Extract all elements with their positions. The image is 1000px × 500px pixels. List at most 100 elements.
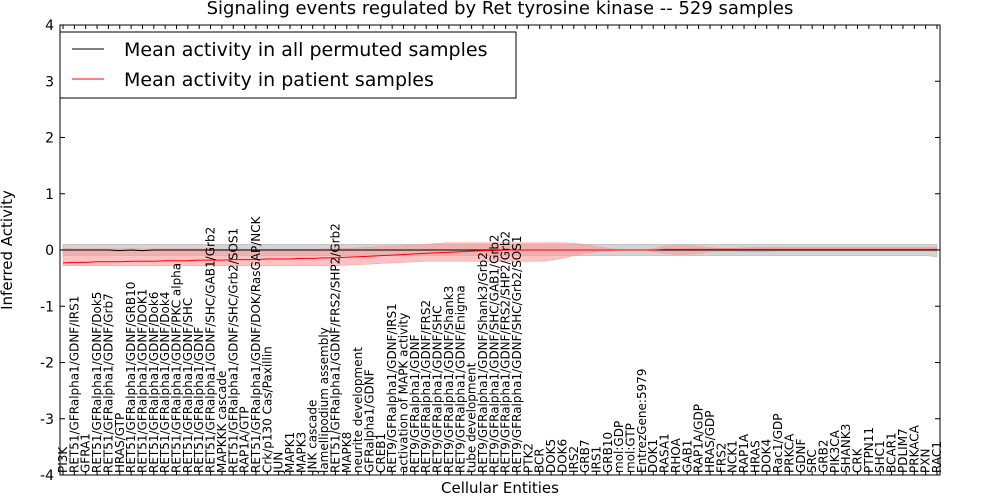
x-tick-label: RET51/GFRalpha1/GDNF/SHC/GAB1/Grb2 (204, 227, 218, 473)
x-tick-label: RET9/GFRalpha1/GDNF/SHC/GAB1/Grb2 (487, 234, 501, 473)
x-tick-label: FRS2 (714, 443, 728, 474)
y-tick-label: 4 (45, 18, 54, 34)
x-tick-label: RET51/GFRalpha1/GDNF/FRS2/SHP2/Grb2 (328, 223, 342, 473)
legend-label-patient: Mean activity in patient samples (124, 69, 434, 91)
y-tick-label: -3 (40, 412, 54, 428)
x-tick-label: SHC1 (873, 440, 887, 473)
y-tick-label: -2 (40, 356, 54, 372)
chart-title: Signaling events regulated by Ret tyrosi… (207, 0, 794, 19)
x-tick-label: GRB7 (578, 439, 592, 473)
x-tick-label: RET9/GFRalpha1/GDNF/Shank3/Grb2 (476, 252, 490, 473)
x-tick-label: SRC (805, 449, 819, 473)
x-tick-label: Rac1/GDP (771, 414, 785, 473)
x-tick-label: RET9/GFRalpha1/GDNF/Enigma (453, 285, 467, 473)
x-tick-label: PXN (919, 449, 933, 473)
x-tick-label: DOK5 (544, 439, 558, 473)
series-line-patient (62, 248, 937, 264)
x-tick-label: PRKACA (907, 424, 921, 473)
x-tick-label: RET51/GFRalpha1/GDNF/IRS1 (67, 296, 81, 473)
x-tick-label: BCAR1 (885, 432, 899, 473)
x-tick-label: activation of MAPK activity (397, 313, 411, 473)
x-tick-label: RASA1 (658, 433, 672, 473)
x-tick-label: RAP1A (737, 433, 751, 473)
legend: Mean activity in all permuted samples Me… (59, 31, 517, 99)
x-tick-label: RET51/GFRalpha1/GDNF/DOK1 (135, 289, 149, 473)
x-tick-label: DOK4 (760, 439, 774, 473)
x-tick-label: RHOA (669, 437, 683, 473)
x-tick-label: PTPN11 (862, 427, 876, 473)
x-tick-label: RET51/GFRalpha1/GDNF (192, 327, 206, 473)
x-tick-label: mol:GTP (624, 423, 638, 473)
y-tick-label: 1 (45, 187, 54, 203)
x-axis: PI3KRET51/GFRalpha1/GDNF/IRS1GFRA1RET51/… (56, 25, 944, 475)
x-tick-label: RET51/GFRalpha1/GDNF/PKC alpha (170, 263, 184, 473)
y-tick-label: -1 (40, 299, 54, 315)
x-tick-label: RET51/GFRalpha1/GDNF/Dok6 (147, 292, 161, 473)
y-tick-label: 3 (45, 74, 54, 90)
y-tick-label: 2 (45, 131, 54, 147)
x-tick-label: RET51/GFRalpha1/GDNF/DOK/RasGAP/NCK (249, 215, 263, 473)
x-axis-label: Cellular Entities (441, 479, 559, 497)
x-tick-label: CRK (851, 447, 865, 473)
legend-box (59, 31, 517, 99)
band-patient (62, 242, 938, 267)
x-tick-label: CREB1 (374, 433, 388, 473)
y-tick-label: -4 (40, 468, 54, 484)
x-tick-label: GFRalpha1/GDNF (362, 369, 376, 473)
x-tick-label: IRS2 (567, 446, 581, 473)
x-tick-label: RET9/GFRalpha1/GDNF/SHC (431, 305, 445, 473)
x-tick-label: MAPK1 (283, 432, 297, 473)
x-tick-label: Crk/p130 Cas/Paxillin (260, 346, 274, 473)
x-tick-label: RET9/GFRalpha1/GDNF (408, 334, 422, 473)
x-tick-label: GRB10 (601, 432, 615, 473)
x-tick-label: RET51/GFRalpha1/GDNF/SHC/Grb2/SOS1 (226, 228, 240, 473)
x-tick-label: PI3K (56, 446, 70, 473)
x-tick-label: IRS1 (589, 446, 603, 473)
x-tick-label: neurite development (351, 347, 365, 473)
x-tick-label: PIK3CA (828, 429, 842, 473)
x-tick-label: RET51/GFRalpha1/GDNF/SHC (181, 298, 195, 473)
x-tick-label: GDNF (794, 438, 808, 473)
x-tick-label: JNK cascade (306, 400, 320, 474)
x-tick-label: PTK2 (521, 443, 535, 473)
x-tick-label: HRAS/GTP (113, 413, 127, 473)
x-tick-label: RET9/GFRalpha1/GDNF/SHC/Grb2/SOS1 (510, 235, 524, 473)
x-tick-label: DOK6 (555, 439, 569, 473)
x-tick-label: RET51/GFRalpha1/GDNF/GRB10 (124, 282, 138, 473)
legend-label-permuted: Mean activity in all permuted samples (124, 39, 487, 61)
x-tick-label: DOK1 (646, 439, 660, 473)
x-tick-label: tube development (465, 362, 479, 473)
x-tick-label: MAPK8 (340, 432, 354, 473)
x-tick-label: MAPK3 (294, 432, 308, 473)
x-tick-label: NCK1 (726, 440, 740, 473)
x-tick-label: GRB2 (816, 439, 830, 473)
x-tick-label: RET9/GFRalpha1/GDNF/FRS2 (419, 300, 433, 473)
x-tick-label: RET51/GFRalpha1/GDNF/Dok4 (158, 292, 172, 473)
x-tick-label: RET51/GFRalpha1/GDNF/Dok5 (90, 292, 104, 473)
x-tick-label: GAB1 (680, 440, 694, 473)
x-tick-label: RET9/GFRalpha1/GDNF/IRS1 (385, 303, 399, 473)
x-tick-label: RAC1 (930, 441, 944, 473)
x-tick-label: PDLIM7 (896, 428, 910, 473)
x-tick-label: RET9/GFRalpha1/GDNF/Shank3 (442, 286, 456, 473)
y-axis: -4 -3 -2 -1 0 1 2 3 4 (40, 18, 940, 484)
x-tick-label: BCR (533, 448, 547, 473)
x-tick-label: HRAS/GDP (703, 410, 717, 473)
y-axis-label: Inferred Activity (0, 190, 16, 310)
x-tick-label: EntrezGene:5979 (635, 369, 649, 474)
x-tick-label: PRKCA (782, 433, 796, 473)
x-tick-label: GFRA1 (79, 433, 93, 473)
series-lines (62, 248, 937, 264)
x-tick-label: RET9/GFRalpha1/GDNF/FRS2/SHP2/Grb2 (499, 231, 513, 473)
x-tick-label: RAP1A/GDP (692, 404, 706, 473)
x-tick-label: JUN (272, 452, 286, 474)
x-tick-label: RAP1A/GTP (238, 406, 252, 473)
x-tick-label: mol:GDP (612, 421, 626, 473)
x-tick-label: lamellipodium assembly (317, 327, 331, 473)
x-tick-label: SHANK3 (839, 424, 853, 473)
x-tick-label: RET51/GFRalpha1/GDNF/Grb7 (101, 293, 115, 473)
x-tick-label: MAPKKK cascade (215, 371, 229, 473)
x-tick-label: HRAS (748, 440, 762, 473)
y-tick-label: 0 (45, 243, 54, 259)
